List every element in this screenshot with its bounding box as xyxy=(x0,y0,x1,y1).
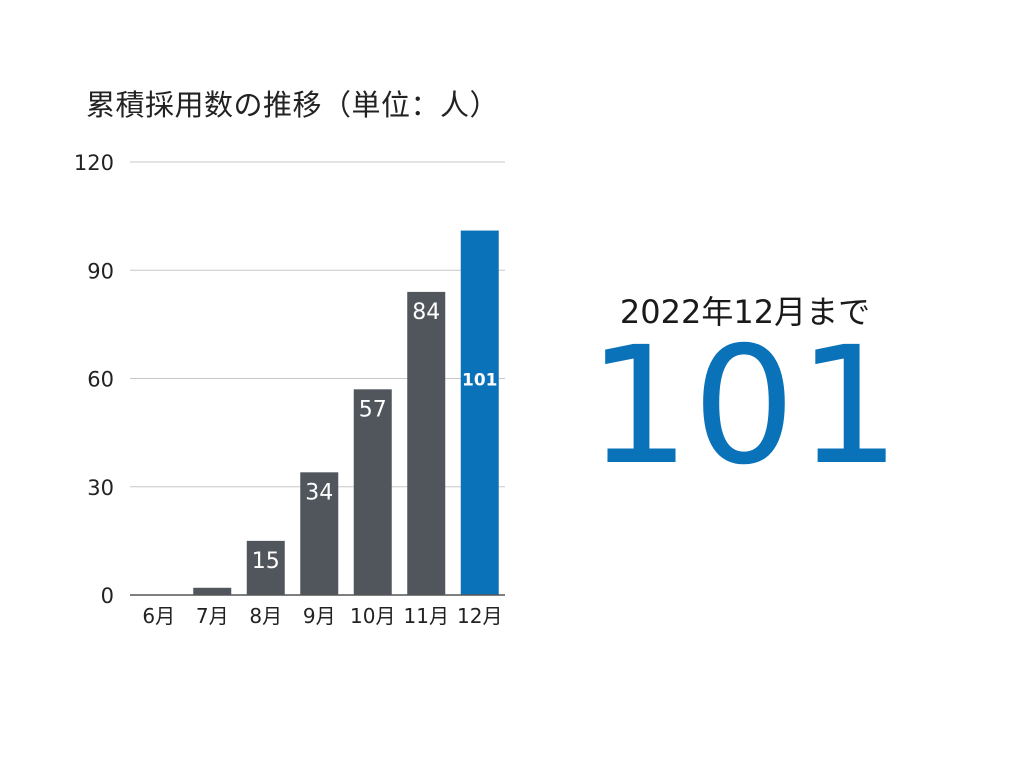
x-category-label: 12月 xyxy=(457,604,502,628)
bar xyxy=(300,472,339,595)
bar-data-label: 84 xyxy=(412,300,440,325)
x-category-label: 8月 xyxy=(249,604,282,628)
y-tick-label: 90 xyxy=(87,259,114,283)
chart-title: 累積採用数の推移（単位：人） xyxy=(86,88,500,122)
bar-data-label: 34 xyxy=(305,480,333,505)
y-tick-label: 30 xyxy=(87,476,114,500)
y-tick-label: 0 xyxy=(101,584,114,608)
bar xyxy=(246,540,285,595)
x-category-label: 10月 xyxy=(350,604,395,628)
bar-data-label: 101 xyxy=(462,371,498,391)
y-tick-label: 120 xyxy=(74,151,114,175)
bar-data-label: 15 xyxy=(252,549,280,574)
x-category-label: 6月 xyxy=(142,604,175,628)
bar xyxy=(407,291,446,595)
x-category-label: 11月 xyxy=(404,604,449,628)
x-category-label: 7月 xyxy=(196,604,229,628)
bar-data-label: 57 xyxy=(359,397,387,422)
summary-total-value: 101 xyxy=(587,313,903,501)
bar xyxy=(353,389,392,595)
summary-caption: 2022年12月まで xyxy=(619,293,871,331)
x-category-label: 9月 xyxy=(303,604,336,628)
bar xyxy=(460,230,499,595)
y-tick-label: 60 xyxy=(87,368,114,392)
bar xyxy=(193,587,232,595)
